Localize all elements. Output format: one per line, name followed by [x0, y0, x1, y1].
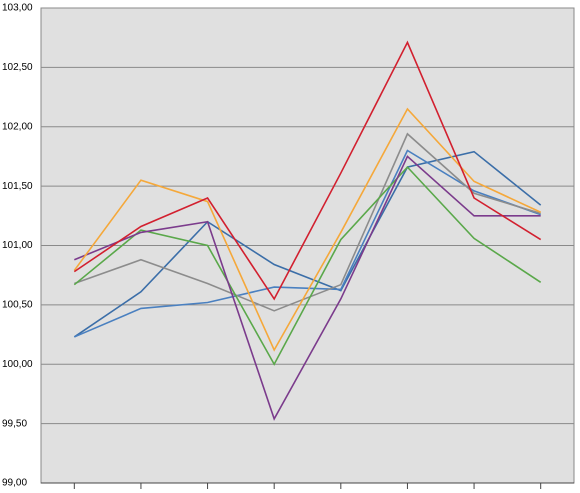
series-line — [74, 132, 541, 312]
y-tick-label: 100,00 — [2, 359, 33, 370]
series-line — [73, 107, 542, 352]
y-tick-label: 102,50 — [2, 62, 33, 73]
y-tick-label: 99,50 — [2, 418, 27, 429]
series-line — [74, 155, 541, 421]
series-line — [73, 150, 542, 338]
y-tick-label: 99,00 — [2, 478, 27, 489]
series-line — [73, 40, 542, 301]
y-tick-label: 102,00 — [2, 121, 33, 132]
y-tick-label: 101,50 — [2, 181, 33, 192]
y-tick-label: 100,50 — [2, 300, 33, 311]
y-tick-label: 101,00 — [2, 240, 33, 251]
series-line — [73, 165, 542, 366]
y-tick-label: 103,00 — [2, 3, 33, 14]
